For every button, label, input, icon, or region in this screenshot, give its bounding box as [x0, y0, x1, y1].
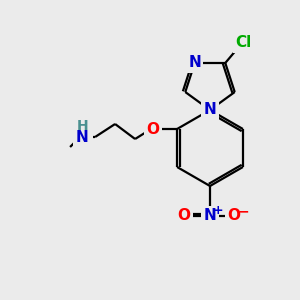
Text: N: N: [188, 56, 201, 70]
Text: N: N: [76, 130, 88, 145]
Text: H: H: [76, 119, 88, 133]
Text: N: N: [204, 103, 216, 118]
Text: +: +: [213, 203, 223, 217]
Text: O: O: [178, 208, 190, 224]
Text: O: O: [227, 208, 241, 224]
Text: −: −: [237, 204, 249, 218]
Text: O: O: [147, 122, 160, 136]
Text: N: N: [204, 208, 216, 224]
Text: Cl: Cl: [235, 35, 251, 50]
